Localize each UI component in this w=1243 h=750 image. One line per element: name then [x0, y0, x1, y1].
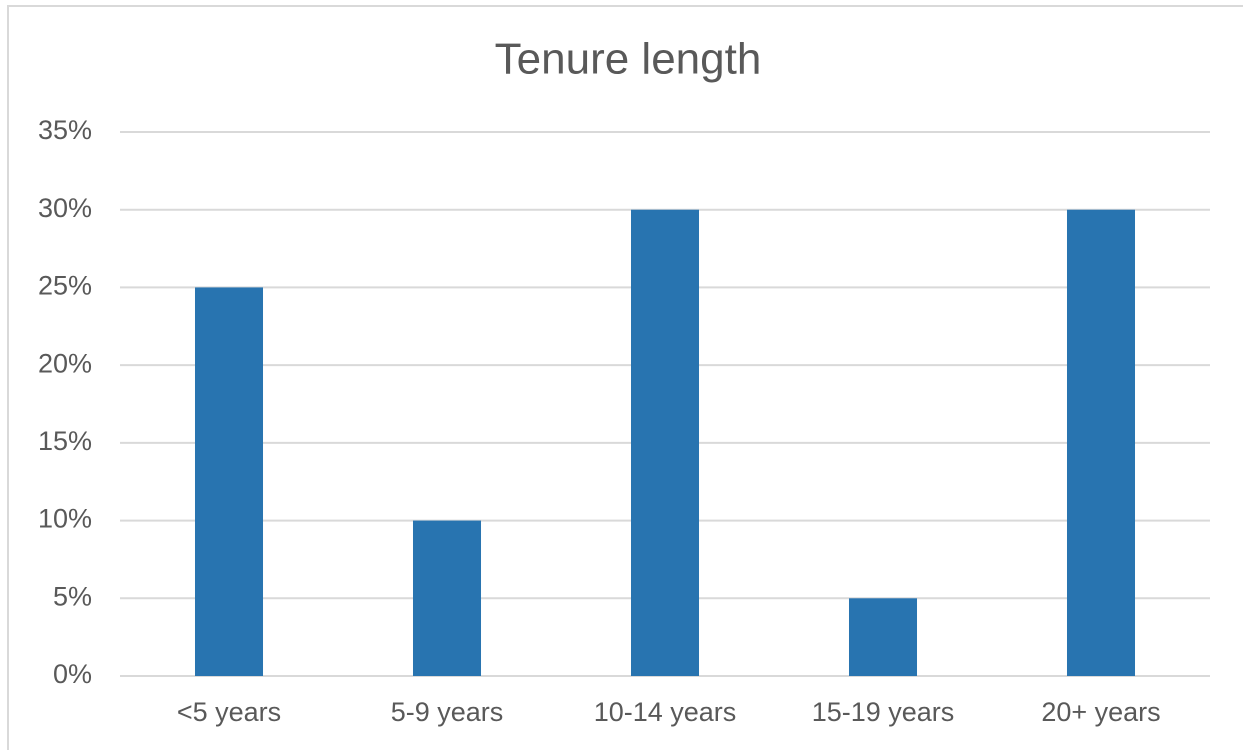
chart-frame — [7, 5, 1243, 750]
y-tick-label: 0% — [53, 659, 92, 689]
chart-title: Tenure length — [495, 35, 762, 84]
x-tick-label: 15-19 years — [812, 697, 955, 727]
x-tick-label: 10-14 years — [594, 697, 737, 727]
y-tick-label: 35% — [38, 115, 92, 145]
y-tick-label: 15% — [38, 426, 92, 456]
y-tick-label: 20% — [38, 348, 92, 378]
y-tick-label: 10% — [38, 504, 92, 534]
y-tick-label: 25% — [38, 271, 92, 301]
x-tick-label: 5-9 years — [391, 697, 504, 727]
bar — [630, 209, 700, 676]
bar — [848, 598, 918, 676]
bar — [1066, 209, 1136, 676]
y-tick-label: 5% — [53, 581, 92, 611]
x-tick-label: <5 years — [177, 697, 281, 727]
x-tick-label: 20+ years — [1041, 697, 1160, 727]
bar — [412, 520, 482, 676]
bar — [194, 287, 264, 676]
y-tick-label: 30% — [38, 193, 92, 223]
